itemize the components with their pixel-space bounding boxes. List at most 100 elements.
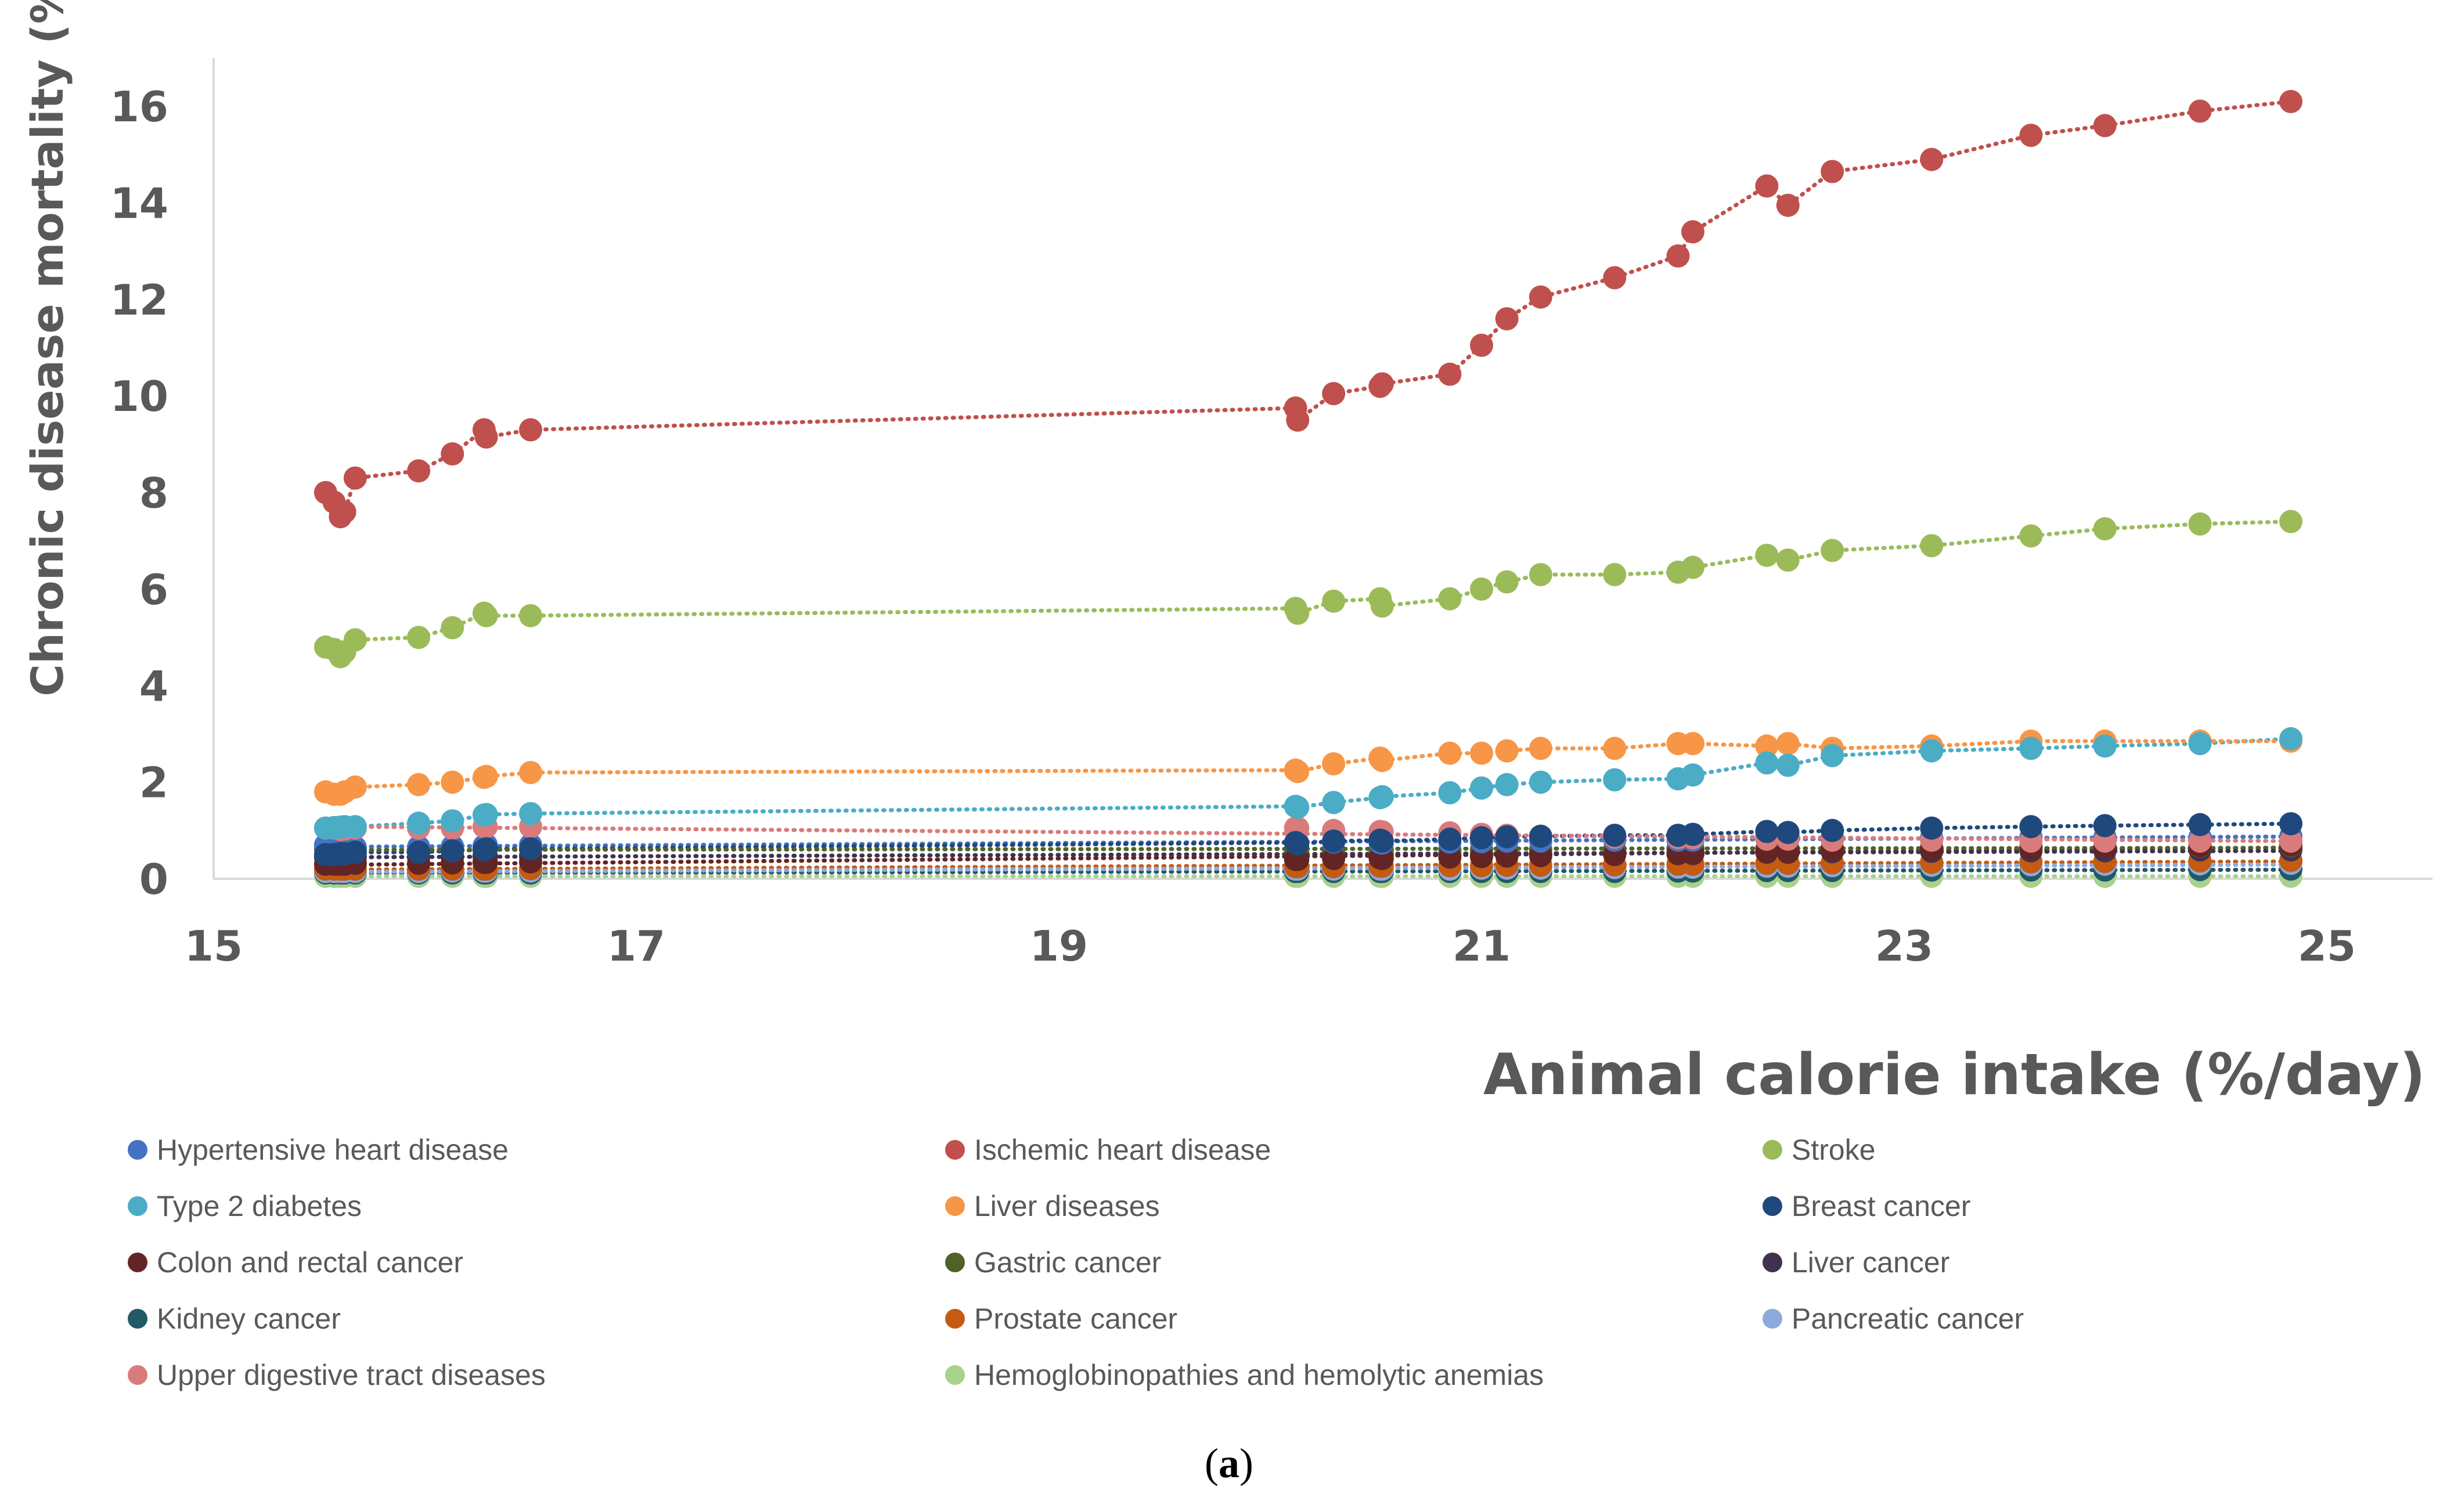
x-tick-labels: 15 17 19 21 23 25 [185,922,2356,970]
legend-label: Prostate cancer [974,1302,1178,1335]
caption-close: ) [1239,1440,1253,1486]
data-point [407,626,431,649]
data-point [474,803,498,827]
y-axis-title: Chronic disease mortality (%) [21,0,73,697]
data-point [2279,812,2303,836]
figure-caption: (a) [0,1439,2458,1488]
data-point [1322,382,1346,406]
data-point [1776,548,1800,572]
data-point [1603,768,1627,792]
x-tick-label: 23 [1875,922,1933,970]
legend-item: Liver diseases [945,1188,1763,1224]
data-point [1495,825,1519,849]
data-point [333,500,356,524]
legend-item: Ischemic heart disease [945,1132,1763,1168]
x-tick-label: 17 [607,922,665,970]
data-point [1755,751,1779,775]
legend-item: Gastric cancer [945,1244,1763,1280]
trendline-3 [323,737,2293,831]
data-point [474,425,498,449]
legend-marker [128,1140,147,1160]
data-point [2188,732,2212,756]
legend-item: Colon and rectal cancer [128,1244,945,1280]
legend-label: Type 2 diabetes [157,1190,362,1222]
x-tick-label: 21 [1453,922,1511,970]
data-point [407,840,431,864]
data-point [1370,594,1394,618]
data-point [1920,534,1944,558]
legend: Hypertensive heart disease Ischemic heart… [128,1132,2392,1393]
legend-item: Type 2 diabetes [128,1188,945,1224]
data-point [1470,776,1493,800]
data-point [1681,555,1704,579]
legend-marker [1763,1309,1782,1329]
data-point [1495,773,1519,796]
data-point [1438,827,1462,851]
data-point [2188,99,2212,123]
legend-label: Kidney cancer [157,1302,341,1335]
legend-label: Colon and rectal cancer [157,1246,464,1279]
data-point [2279,510,2303,533]
legend-item: Liver cancer [1763,1244,2343,1280]
data-point [1603,824,1627,847]
legend-item: Breast cancer [1763,1188,2343,1224]
data-point [1529,737,1552,760]
legend-marker [1763,1140,1782,1160]
legend-marker [128,1253,147,1272]
data-point [1286,832,1310,856]
data-point [1529,563,1552,586]
data-point [519,837,542,861]
data-point [2188,829,2212,853]
legend-marker [945,1309,965,1329]
data-point [1470,577,1493,601]
legend-item: Pancreatic cancer [1763,1301,2343,1337]
legend-item: Hemoglobinopathies and hemolytic anemias [945,1357,1763,1393]
legend-marker [128,1309,147,1329]
legend-marker [1763,1253,1782,1272]
data-point [474,764,498,788]
data-point [1286,760,1310,784]
data-point [1755,174,1779,198]
data-point [1370,372,1394,396]
data-point [2279,727,2303,750]
data-point [2019,524,2043,548]
trendlines [323,99,2293,879]
data-point [1529,285,1552,309]
data-point [1495,739,1519,763]
y-tick-label: 2 [139,759,168,807]
data-point [1821,539,1844,562]
data-point [1322,847,1346,871]
data-point [1495,570,1519,594]
data-point [441,442,464,465]
data-point [1603,266,1627,290]
legend-marker [945,1196,965,1216]
y-tick-label: 6 [139,565,168,614]
legend-marker [945,1140,965,1160]
data-point [407,773,431,796]
y-tick-label: 14 [110,179,168,228]
legend-label: Liver diseases [974,1190,1160,1222]
data-point [519,604,542,627]
legend-label: Liver cancer [1792,1246,1950,1279]
data-point [343,628,367,652]
y-tick-label: 10 [110,372,168,421]
data-point [1438,781,1462,804]
caption-label: a [1219,1440,1239,1486]
data-point [1603,563,1627,586]
data-point [1322,752,1346,775]
legend-marker [1763,1196,1782,1216]
data-point [1603,737,1627,760]
data-point [1370,749,1394,773]
y-tick-label: 4 [139,662,168,710]
data-point [1666,244,1690,268]
chart: 0 2 4 6 8 10 12 14 16 15 17 19 21 23 25 Chronic disea… [21,0,2432,1108]
data-point [1470,333,1493,357]
legend-label: Stroke [1792,1134,1876,1166]
data-point [1681,220,1704,244]
data-point [441,839,464,863]
data-point [441,770,464,794]
data-point [2093,114,2117,138]
data-point [1776,193,1800,217]
data-point [1821,818,1844,842]
data-point [1370,785,1394,809]
